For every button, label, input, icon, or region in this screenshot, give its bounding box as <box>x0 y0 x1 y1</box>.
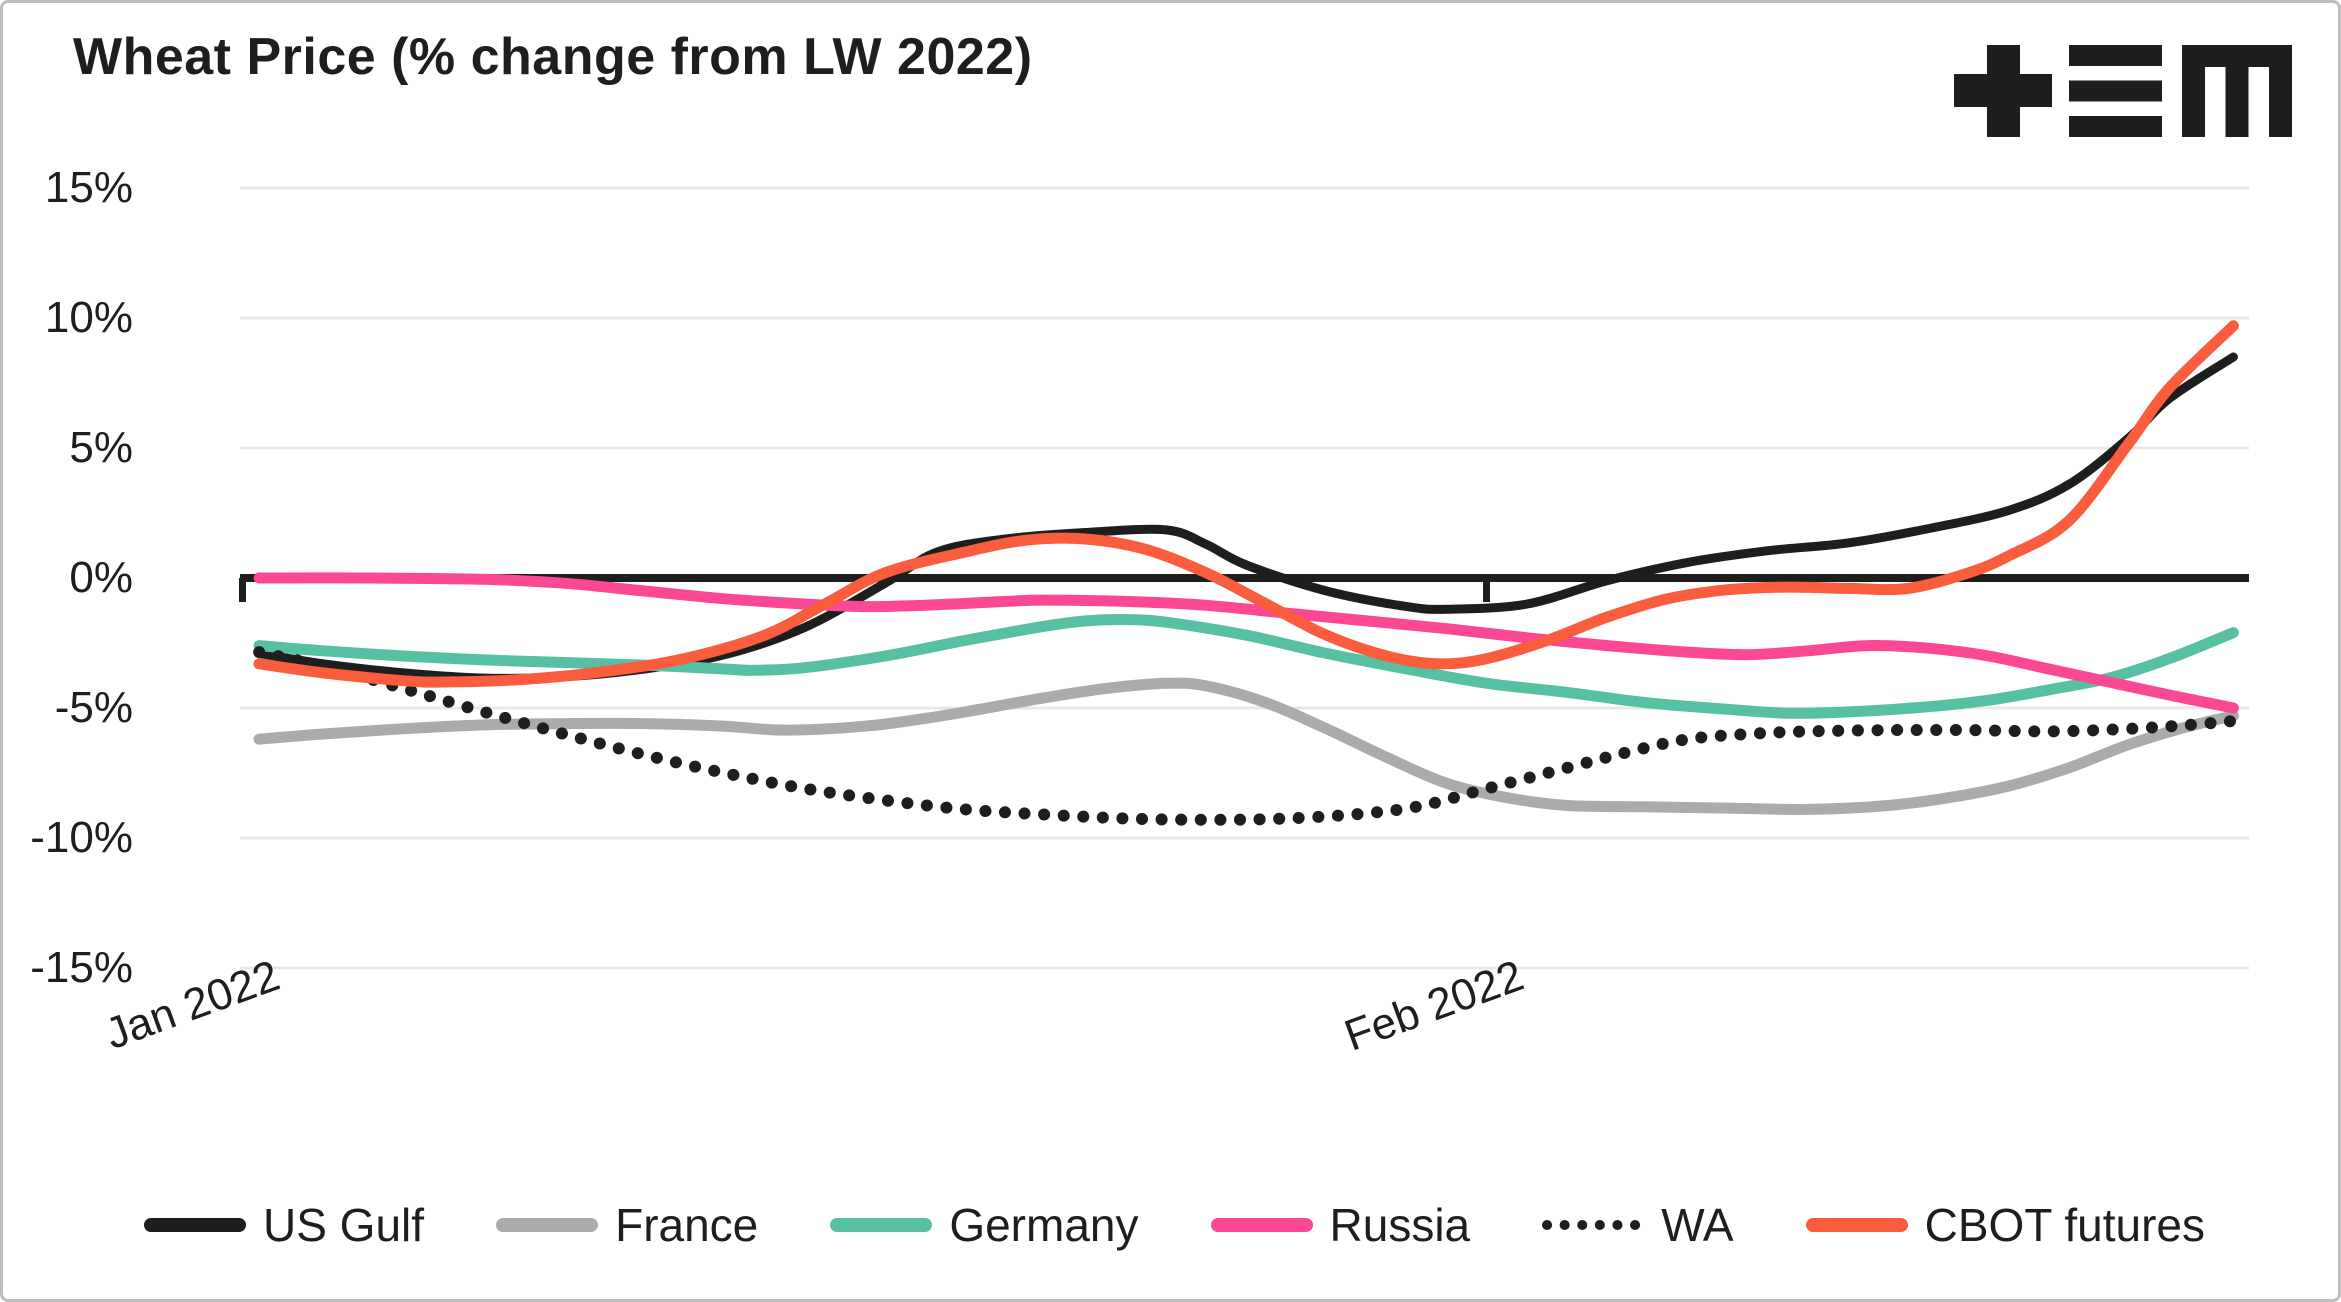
y-axis-tick-label: 10% <box>44 293 133 342</box>
legend-item-label: Russia <box>1329 1199 1471 1251</box>
legend-swatch-russia <box>1210 1218 1313 1232</box>
legend-item-us-gulf[interactable]: US Gulf <box>143 1198 424 1252</box>
m-glyph-icon <box>2182 45 2292 137</box>
chart-title: Wheat Price (% change from LW 2022) <box>73 28 1033 86</box>
legend-swatch-wa <box>1542 1220 1645 1230</box>
y-axis-tick-label: 15% <box>44 163 133 212</box>
y-axis-tick-label: -10% <box>30 813 133 862</box>
y-axis-tick-label: 5% <box>69 423 133 472</box>
legend-item-label: France <box>615 1199 759 1251</box>
legend-item-cbot-futures[interactable]: CBOT futures <box>1805 1198 2205 1252</box>
legend-swatch-cbot-futures <box>1805 1218 1908 1232</box>
y-axis-tick-label: -15% <box>30 943 133 992</box>
legend-swatch-germany <box>830 1218 933 1232</box>
legend-swatch-us-gulf <box>144 1218 246 1232</box>
plus-icon <box>1954 45 2052 137</box>
y-axis-tick-label: 0% <box>69 553 133 602</box>
triple-bar-icon <box>2069 45 2162 137</box>
series-line-france <box>253 677 2239 815</box>
y-axis-tick-label: -5% <box>54 683 133 732</box>
legend-item-label: WA <box>1661 1199 1734 1251</box>
legend-item-label: CBOT futures <box>1924 1199 2205 1251</box>
legend-item-france[interactable]: France <box>495 1198 758 1252</box>
series-line-cbot-futures <box>253 320 2239 688</box>
legend-item-russia[interactable]: Russia <box>1210 1198 1471 1252</box>
legend-swatch-france <box>496 1218 599 1232</box>
legend-item-wa[interactable]: WA <box>1541 1198 1734 1252</box>
series-line-wa <box>253 646 2240 826</box>
legend-item-label: US Gulf <box>263 1199 425 1251</box>
brand-logo <box>1954 45 2292 137</box>
legend-item-germany[interactable]: Germany <box>829 1198 1138 1252</box>
legend: US Gulf France Germany Russia WA CBOT futures <box>143 1191 2205 1259</box>
plot-area <box>239 186 2249 970</box>
legend-item-label: Germany <box>949 1199 1139 1251</box>
